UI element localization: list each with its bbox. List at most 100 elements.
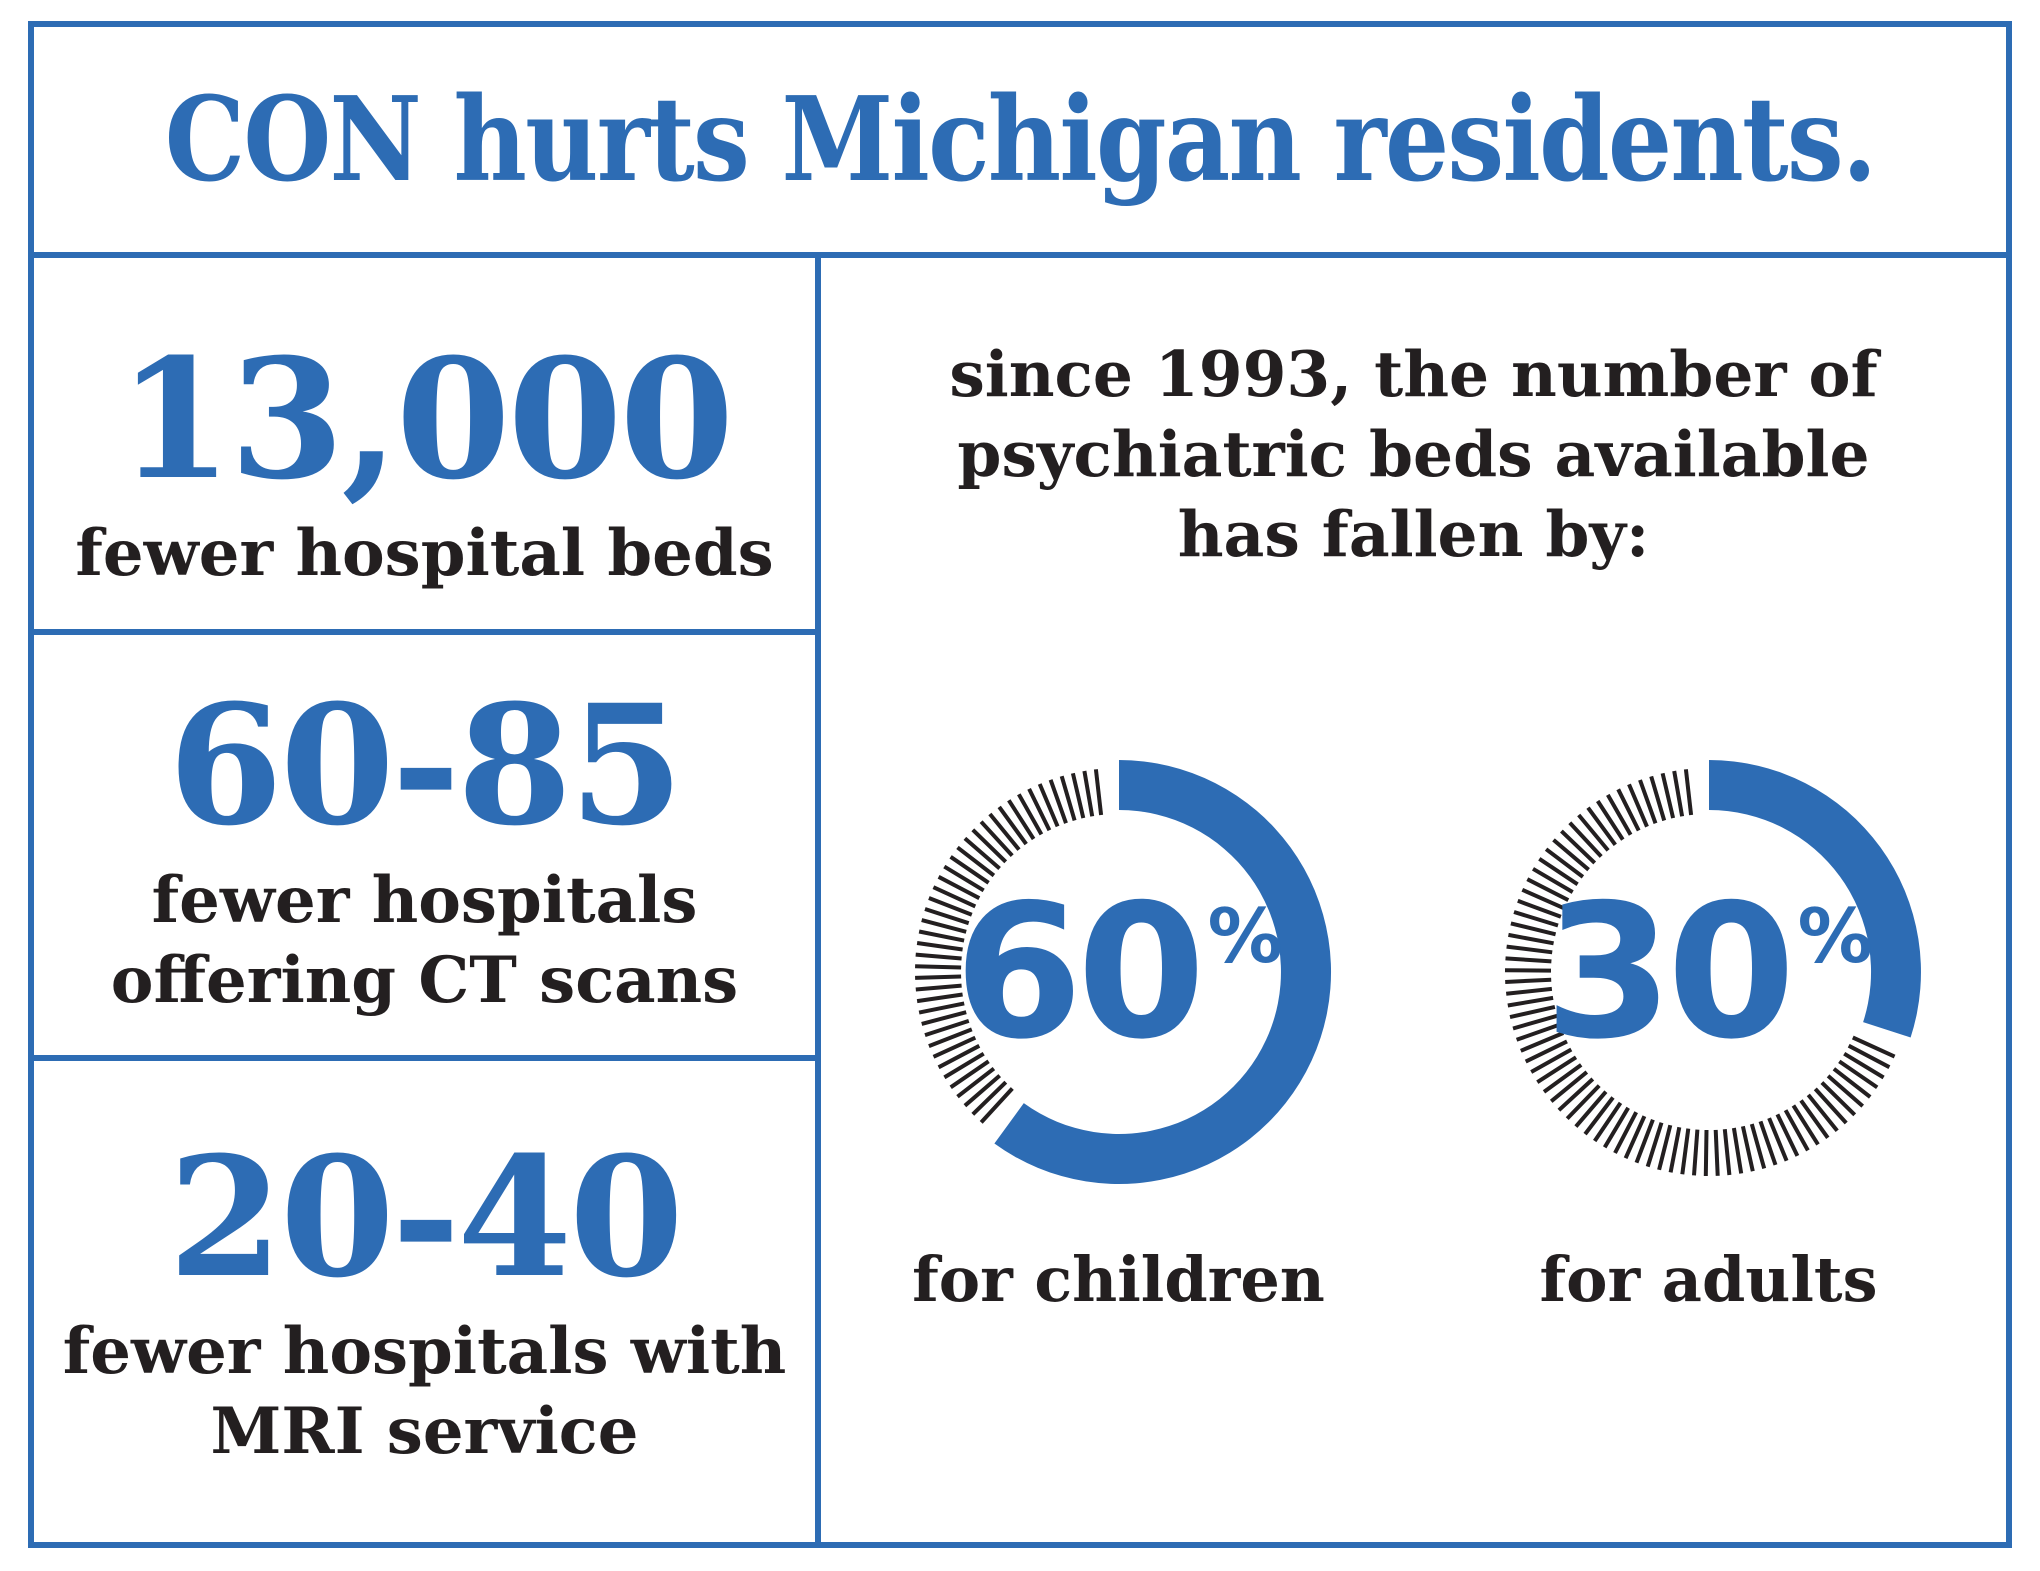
tick-mark [1837, 1059, 1878, 1090]
tick-mark [1832, 1067, 1871, 1099]
tick-mark [927, 896, 973, 917]
tick-mark [1567, 821, 1603, 858]
donut-caption-adults: for adults [1539, 1243, 1878, 1316]
tick-mark [1842, 1051, 1885, 1080]
tick-mark [1691, 1129, 1699, 1176]
tick-mark [979, 1087, 1014, 1124]
tick-mark [1070, 772, 1085, 819]
tick-mark [1847, 1043, 1890, 1069]
tick-mark [1703, 1129, 1708, 1177]
tick-mark [1826, 1074, 1864, 1108]
tick-mark [1637, 779, 1657, 824]
tick-mark [1806, 1093, 1839, 1132]
tick-mark [1798, 1099, 1829, 1139]
tick-mark [1671, 770, 1684, 817]
psychiatric-beds-panel: since 1993, the number of psychiatric be… [821, 258, 2006, 1542]
tick-mark [1623, 1115, 1646, 1160]
tick-mark [1648, 775, 1666, 822]
page-title: CON hurts Michigan residents. [37, 72, 2003, 208]
tick-mark [1722, 1129, 1731, 1176]
tick-mark [1505, 986, 1552, 996]
tick-mark [916, 941, 963, 952]
tick-mark [1749, 1123, 1766, 1169]
tick-mark [997, 805, 1028, 846]
tick-mark [1559, 829, 1596, 865]
tick-mark [1731, 1127, 1743, 1174]
tick-mark [1565, 1084, 1601, 1120]
donut-caption-children: for children [912, 1243, 1325, 1316]
tick-mark [963, 836, 1001, 871]
tick-mark [949, 1059, 990, 1089]
tick-mark [1509, 1004, 1555, 1020]
tick-mark [1081, 770, 1094, 817]
tick-mark [970, 1080, 1007, 1116]
tick-mark [1037, 783, 1059, 828]
title-bar: CON hurts Michigan residents. [34, 27, 2006, 258]
tick-mark [1519, 1031, 1564, 1053]
tick-mark [1766, 1117, 1788, 1162]
tick-mark [1592, 1101, 1622, 1143]
tick-mark [1573, 1090, 1607, 1128]
donut-remainder-ticks [914, 769, 1103, 1124]
tick-mark [1668, 1126, 1681, 1173]
stat-cell-mri-service: 20-40 fewer hospitals with MRI service [34, 1061, 815, 1542]
stat-label-mri-service: fewer hospitals with MRI service [62, 1314, 787, 1470]
stats-column: 13,000 fewer hospital beds 60-85 fewer h… [34, 258, 821, 1542]
tick-mark [920, 918, 967, 934]
tick-mark [1504, 977, 1551, 984]
tick-mark [1507, 932, 1554, 946]
tick-mark [1016, 793, 1043, 836]
tick-mark [932, 885, 976, 909]
donut-filled-arc [993, 760, 1331, 1184]
tick-mark [1006, 799, 1035, 841]
tick-mark [1529, 1047, 1572, 1074]
donut-remainder-ticks [1504, 769, 1895, 1177]
tick-mark [1549, 1070, 1588, 1103]
psychiatric-beds-intro: since 1993, the number of psychiatric be… [949, 337, 1878, 571]
tick-mark [1048, 779, 1068, 824]
donut-chart-adults: 30 % for adults [1494, 757, 1924, 1316]
stat-label-hospital-beds: fewer hospital beds [75, 516, 774, 592]
tick-mark [916, 992, 963, 1004]
tick-mark [1740, 1125, 1755, 1172]
stat-value-mri-service: 20-40 [168, 1119, 684, 1314]
tick-mark [955, 1067, 995, 1099]
tick-mark [1679, 1128, 1690, 1175]
tick-mark [1791, 1104, 1820, 1146]
tick-mark [1775, 1113, 1799, 1157]
tick-mark [1683, 769, 1693, 816]
tick-mark [1551, 838, 1590, 872]
tick-mark [1506, 995, 1553, 1008]
tick-mark [955, 845, 995, 878]
tick-mark [1535, 1055, 1577, 1084]
tick-mark [1511, 1013, 1558, 1031]
tick-mark [1851, 1035, 1895, 1059]
tick-mark [937, 875, 980, 900]
tick-mark [1520, 887, 1565, 911]
tick-mark [1576, 813, 1610, 852]
tick-mark [963, 1074, 1001, 1108]
tick-mark [918, 929, 964, 943]
tick-mark [1544, 847, 1584, 879]
donut-ring-adults: 30 % [1494, 757, 1924, 1187]
tick-mark [1819, 1081, 1856, 1117]
tick-mark [1713, 1129, 1720, 1176]
infographic-frame: CON hurts Michigan residents. 13,000 few… [28, 21, 2012, 1548]
tick-mark [1093, 769, 1103, 816]
tick-mark [1612, 1111, 1638, 1154]
tick-mark [1537, 857, 1579, 886]
tick-mark [1626, 783, 1649, 828]
tick-mark [1512, 910, 1559, 928]
tick-mark [1504, 956, 1552, 964]
stat-label-ct-scans: fewer hospitals offering CT scans [110, 862, 739, 1018]
donut-ring-svg-adults [1504, 760, 1921, 1177]
tick-mark [1509, 921, 1556, 937]
tick-mark [1524, 1039, 1568, 1064]
tick-mark [942, 864, 985, 893]
tick-mark [920, 1010, 967, 1026]
tick-mark [1515, 1022, 1561, 1042]
tick-mark [1813, 1087, 1848, 1125]
tick-mark [915, 952, 962, 961]
tick-mark [1505, 944, 1552, 955]
tick-mark [1557, 1077, 1594, 1112]
